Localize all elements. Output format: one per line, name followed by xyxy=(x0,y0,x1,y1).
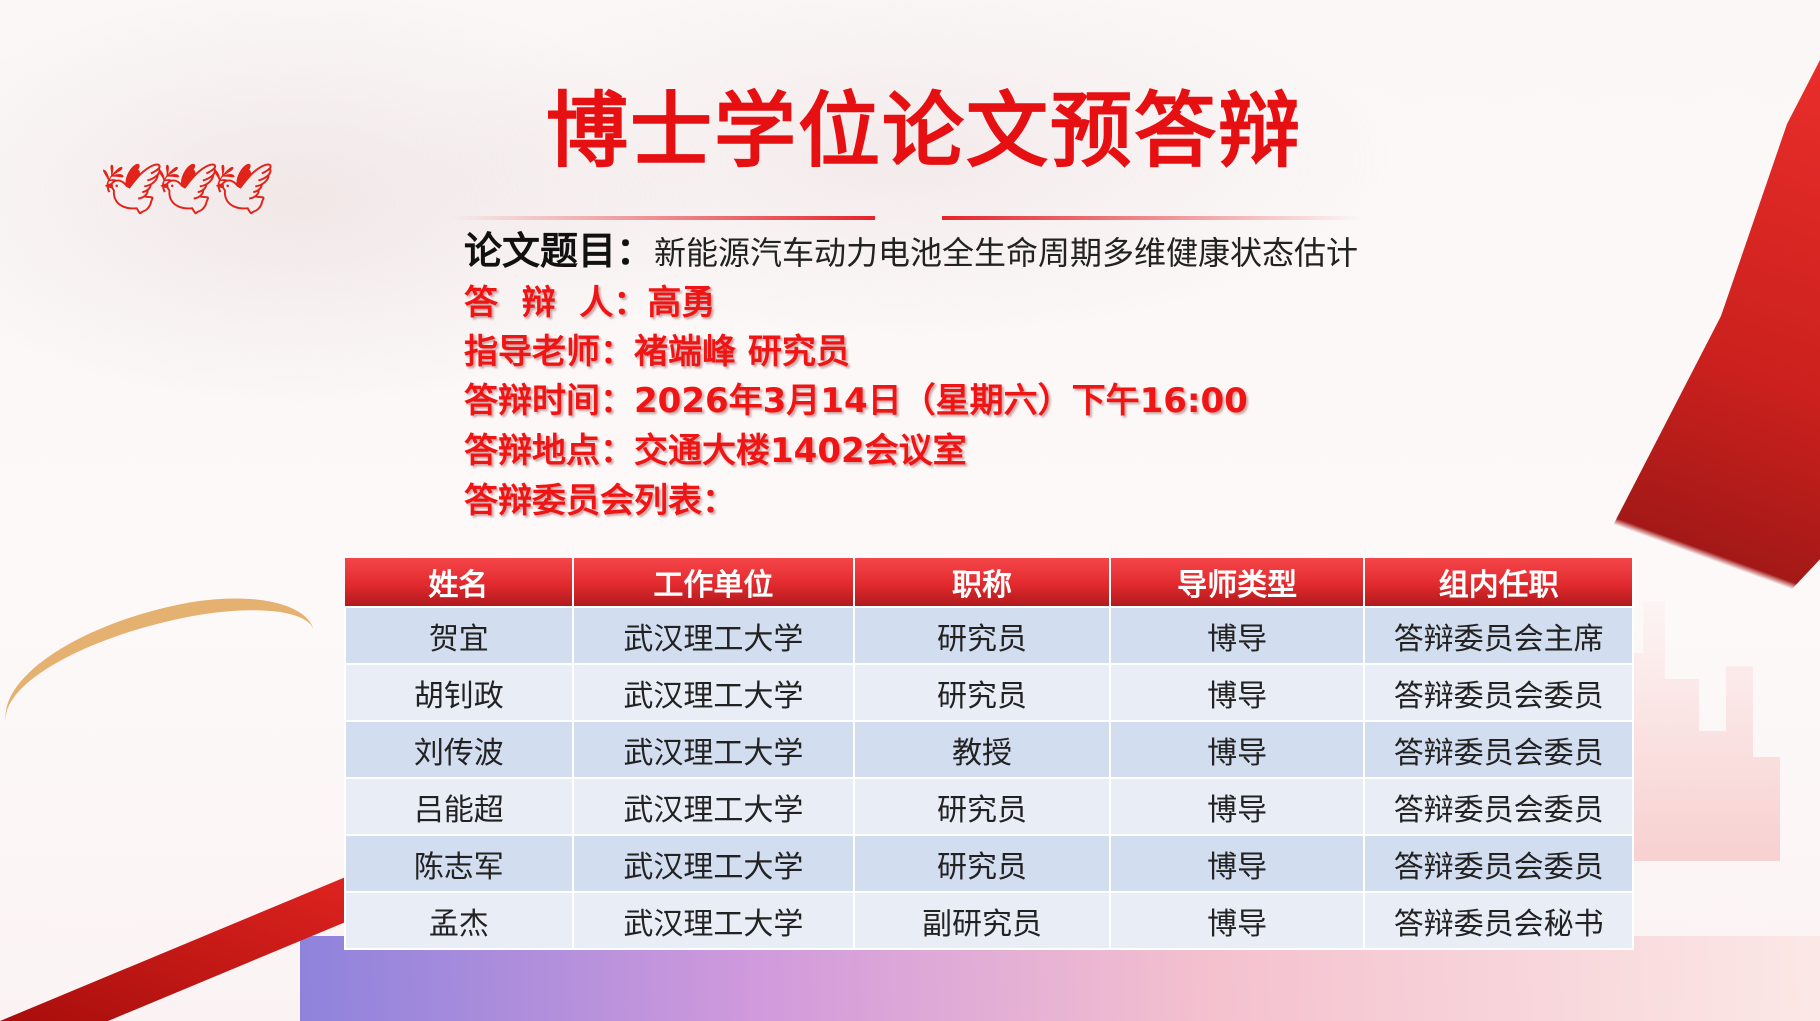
table-cell: 贺宜 xyxy=(344,606,574,665)
table-cell: 研究员 xyxy=(853,606,1111,665)
committee-table: 姓名 工作单位 职称 导师类型 组内任职 贺宜 武汉理工大学 研究员 博导 答辩委员会主席 胡钊政… xyxy=(344,558,1634,950)
table-row: 吕能超 武汉理工大学 研究员 博导 答辩委员会委员 xyxy=(344,777,1634,836)
committee-label: 答辩委员会列表： xyxy=(464,481,736,521)
table-cell: 答辩委员会委员 xyxy=(1363,834,1634,893)
table-row: 贺宜 武汉理工大学 研究员 博导 答辩委员会主席 xyxy=(344,606,1634,665)
thesis-line: 论文题目：新能源汽车动力电池全生命周期多维健康状态估计 xyxy=(464,232,1358,270)
table-cell: 答辩委员会秘书 xyxy=(1363,891,1634,950)
table-header-row: 姓名 工作单位 职称 导师类型 组内任职 xyxy=(345,558,1634,607)
table-cell: 教授 xyxy=(853,720,1111,779)
divider xyxy=(450,216,875,220)
table-cell: 武汉理工大学 xyxy=(571,606,856,665)
thesis-title: 新能源汽车动力电池全生命周期多维健康状态估计 xyxy=(654,234,1359,272)
table-row: 刘传波 武汉理工大学 教授 博导 答辩委员会委员 xyxy=(344,720,1634,779)
table-cell: 武汉理工大学 xyxy=(571,720,856,779)
table-cell: 博导 xyxy=(1108,834,1366,893)
table-cell: 博导 xyxy=(1108,606,1366,665)
table-cell: 武汉理工大学 xyxy=(571,834,856,893)
table-cell: 研究员 xyxy=(853,663,1111,722)
column-header: 职称 xyxy=(854,558,1111,607)
column-header: 工作单位 xyxy=(572,558,856,607)
table-row: 孟杰 武汉理工大学 副研究员 博导 答辩委员会秘书 xyxy=(344,891,1634,950)
column-header: 姓名 xyxy=(345,558,574,607)
table-cell: 博导 xyxy=(1108,891,1366,950)
table-cell: 答辩委员会委员 xyxy=(1363,663,1634,722)
table-cell: 陈志军 xyxy=(344,834,574,893)
table-cell: 博导 xyxy=(1108,720,1366,779)
table-cell: 研究员 xyxy=(853,777,1111,836)
column-header: 导师类型 xyxy=(1109,558,1366,607)
thesis-label: 论文题目： xyxy=(464,229,655,273)
table-cell: 刘传波 xyxy=(344,720,574,779)
page-title: 博士学位论文预答辩 xyxy=(545,84,1302,179)
table-cell: 胡钊政 xyxy=(344,663,574,722)
time-line: 答辩时间：2026年3月14日（星期六）下午16:00 xyxy=(464,381,1248,421)
table-cell: 答辩委员会委员 xyxy=(1363,720,1634,779)
gold-ribbon-decoration xyxy=(0,578,331,776)
table-cell: 博导 xyxy=(1108,663,1366,722)
doves-icon: 🕊🕊🕊 xyxy=(100,160,274,218)
table-cell: 武汉理工大学 xyxy=(571,891,856,950)
table-row: 陈志军 武汉理工大学 研究员 博导 答辩委员会委员 xyxy=(344,834,1634,893)
table-cell: 武汉理工大学 xyxy=(571,663,856,722)
table-cell: 答辩委员会委员 xyxy=(1363,777,1634,836)
column-header: 组内任职 xyxy=(1364,558,1634,607)
table-cell: 武汉理工大学 xyxy=(571,777,856,836)
table-row: 胡钊政 武汉理工大学 研究员 博导 答辩委员会委员 xyxy=(344,663,1634,722)
table-cell: 吕能超 xyxy=(344,777,574,836)
location-line: 答辩地点：交通大楼1402会议室 xyxy=(464,431,967,471)
defender-line: 答 辩 人：高勇 xyxy=(464,283,716,323)
table-cell: 孟杰 xyxy=(344,891,574,950)
cloud-band-decoration xyxy=(300,936,1820,1021)
table-cell: 答辩委员会主席 xyxy=(1363,606,1634,665)
table-cell: 研究员 xyxy=(853,834,1111,893)
advisor-line: 指导老师：褚端峰 研究员 xyxy=(464,332,850,372)
divider xyxy=(942,216,1362,220)
table-cell: 博导 xyxy=(1108,777,1366,836)
table-cell: 副研究员 xyxy=(853,891,1111,950)
